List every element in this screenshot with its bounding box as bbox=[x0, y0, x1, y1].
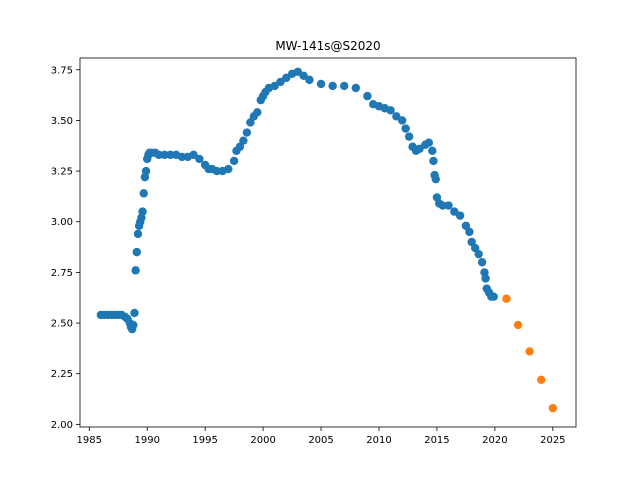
chart-title: MW-141s@S2020 bbox=[275, 39, 380, 53]
x-tick-label: 1995 bbox=[192, 435, 217, 446]
data-point-series-1 bbox=[340, 81, 349, 91]
data-point-series-1 bbox=[141, 166, 151, 176]
y-tick-label: 3.00 bbox=[51, 217, 73, 228]
data-point-series-1 bbox=[229, 156, 239, 166]
data-point-series-1 bbox=[316, 79, 326, 89]
data-point-series-2 bbox=[537, 375, 546, 384]
y-tick-label: 3.50 bbox=[51, 116, 73, 127]
data-point-series-1 bbox=[438, 201, 447, 210]
data-point-series-1 bbox=[305, 75, 314, 85]
data-point-series-2 bbox=[525, 347, 534, 356]
data-point-series-1 bbox=[401, 124, 410, 133]
data-point-series-1 bbox=[465, 227, 474, 237]
data-point-series-1 bbox=[428, 146, 437, 156]
y-tick-label: 2.75 bbox=[51, 268, 73, 279]
x-tick-label: 2025 bbox=[540, 435, 565, 446]
x-tick-label: 1985 bbox=[77, 435, 102, 446]
x-axis: 1985 1990 1995 2000 2005 2010 2015 2020 2025 bbox=[77, 427, 566, 446]
data-point-series-1 bbox=[467, 237, 476, 247]
data-point-series-1 bbox=[461, 221, 471, 230]
y-axis: 2.00 2.25 2.50 2.75 3.00 3.25 3.50 3.75 bbox=[51, 65, 80, 431]
data-point-series-2 bbox=[548, 403, 558, 413]
data-point-series-1 bbox=[351, 83, 361, 93]
x-tick-label: 2010 bbox=[366, 435, 391, 446]
data-point-series-1 bbox=[424, 138, 434, 147]
x-tick-label: 2015 bbox=[424, 435, 449, 446]
data-point-series-1 bbox=[470, 243, 480, 253]
data-point-series-1 bbox=[139, 189, 148, 198]
data-point-series-1 bbox=[138, 207, 147, 216]
y-tick-label: 2.25 bbox=[51, 369, 73, 380]
x-tick-label: 1990 bbox=[134, 435, 159, 446]
data-points bbox=[96, 67, 558, 413]
data-point-series-1 bbox=[239, 136, 248, 145]
data-point-series-1 bbox=[404, 132, 414, 141]
data-point-series-1 bbox=[455, 211, 465, 220]
data-point-series-1 bbox=[474, 249, 483, 259]
data-point-series-1 bbox=[429, 156, 438, 166]
data-point-series-1 bbox=[489, 292, 498, 301]
data-point-series-1 bbox=[328, 81, 337, 91]
y-tick-label: 2.50 bbox=[51, 319, 73, 330]
data-point-series-1 bbox=[363, 91, 372, 101]
data-point-series-1 bbox=[253, 108, 262, 117]
data-point-series-1 bbox=[131, 266, 140, 275]
plot-frame bbox=[79, 57, 577, 428]
y-tick-label: 2.00 bbox=[51, 420, 73, 431]
data-point-series-1 bbox=[160, 150, 169, 160]
data-point-series-1 bbox=[386, 106, 395, 115]
data-point-series-1 bbox=[242, 128, 252, 137]
data-point-series-1 bbox=[212, 166, 221, 176]
y-tick-label: 3.25 bbox=[51, 167, 73, 178]
data-point-series-1 bbox=[481, 274, 490, 283]
data-point-series-1 bbox=[166, 150, 175, 160]
data-point-series-1 bbox=[195, 154, 204, 164]
data-point-series-1 bbox=[129, 320, 138, 330]
data-point-series-1 bbox=[130, 308, 139, 318]
data-point-series-2 bbox=[502, 294, 511, 303]
data-point-series-1 bbox=[224, 164, 233, 174]
data-point-series-1 bbox=[132, 247, 141, 257]
data-point-series-1 bbox=[431, 174, 440, 184]
data-point-series-1 bbox=[477, 258, 487, 267]
x-tick-label: 2020 bbox=[482, 435, 507, 446]
data-point-series-1 bbox=[177, 152, 187, 162]
x-tick-label: 2000 bbox=[250, 435, 275, 446]
y-tick-label: 3.75 bbox=[51, 65, 73, 76]
data-point-series-1 bbox=[154, 150, 163, 160]
x-tick-label: 2005 bbox=[308, 435, 333, 446]
data-point-series-1 bbox=[397, 116, 407, 125]
data-point-series-2 bbox=[513, 320, 523, 330]
data-point-series-1 bbox=[246, 118, 255, 127]
data-point-series-1 bbox=[444, 201, 453, 210]
data-point-series-1 bbox=[133, 229, 143, 239]
